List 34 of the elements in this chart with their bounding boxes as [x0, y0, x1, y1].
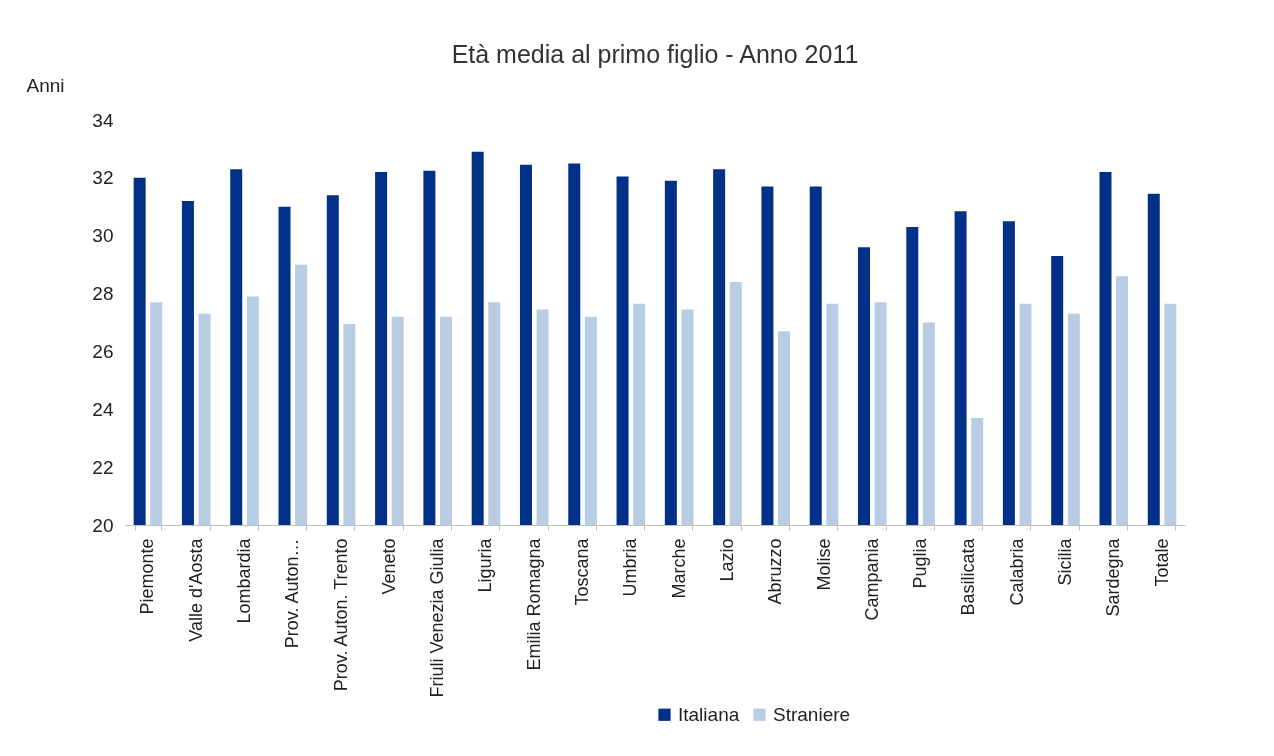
- x-tick-label: Prov. Auton…: [282, 538, 303, 649]
- y-tick-label: 20: [92, 514, 114, 536]
- x-tick-label: Calabria: [1006, 537, 1027, 606]
- x-tick-label: Valle d'Aosta: [185, 537, 206, 642]
- y-tick-label: 34: [92, 109, 114, 131]
- x-tick-label: Molise: [813, 538, 834, 591]
- y-tick-label: 24: [92, 398, 114, 420]
- x-tick-label: Basilicata: [958, 537, 979, 616]
- x-tick-label: Toscana: [572, 537, 593, 606]
- x-tick-label: Liguria: [475, 537, 496, 593]
- y-tick-label: 26: [92, 340, 114, 362]
- x-tick-label: Emilia Romagna: [523, 537, 544, 671]
- x-tick-label: Marche: [668, 538, 689, 599]
- x-tick-label: Sicilia: [1054, 537, 1075, 586]
- x-tick-label: Sardegna: [1103, 537, 1124, 617]
- x-tick-label: Abruzzo: [765, 538, 786, 605]
- chart-title: Età media al primo figlio - Anno 2011: [451, 40, 859, 68]
- legend-label: Italiana: [678, 703, 740, 725]
- legend-label: Straniere: [773, 703, 851, 725]
- y-tick-label: 22: [92, 456, 114, 478]
- x-tick-label: Veneto: [378, 538, 399, 595]
- x-tick-label: Puglia: [910, 537, 931, 589]
- x-tick-label: Totale: [1151, 538, 1172, 587]
- y-tick-label: 32: [92, 167, 114, 189]
- y-tick-label: 28: [92, 283, 114, 305]
- x-tick-label: Lazio: [716, 538, 737, 582]
- x-tick-label: Umbria: [620, 537, 641, 597]
- x-tick-label: Prov. Auton. Trento: [330, 538, 351, 692]
- x-tick-label: Campania: [861, 537, 882, 621]
- x-tick-label: Friuli Venezia Giulia: [427, 537, 448, 698]
- y-tick-label: 30: [92, 225, 114, 247]
- y-axis-title: Anni: [26, 74, 65, 96]
- x-tick-label: Lombardia: [234, 537, 255, 624]
- x-tick-label: Piemonte: [137, 538, 158, 615]
